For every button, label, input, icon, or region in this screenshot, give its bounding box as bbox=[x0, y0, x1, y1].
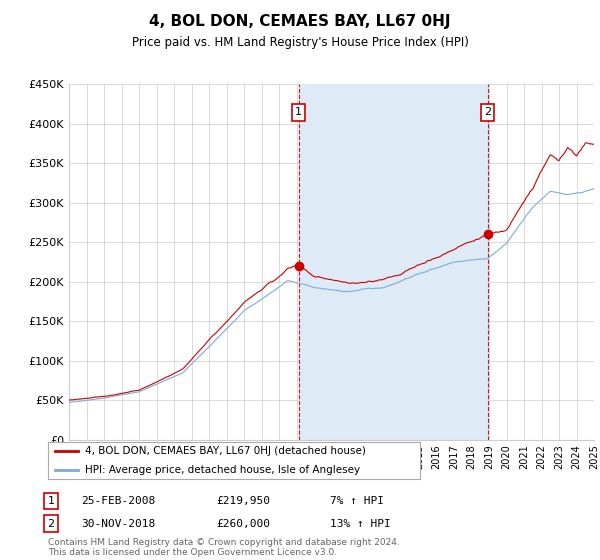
Text: £260,000: £260,000 bbox=[216, 519, 270, 529]
Text: £219,950: £219,950 bbox=[216, 496, 270, 506]
Text: 4, BOL DON, CEMAES BAY, LL67 0HJ (detached house): 4, BOL DON, CEMAES BAY, LL67 0HJ (detach… bbox=[85, 446, 366, 456]
Text: 13% ↑ HPI: 13% ↑ HPI bbox=[330, 519, 391, 529]
Text: Price paid vs. HM Land Registry's House Price Index (HPI): Price paid vs. HM Land Registry's House … bbox=[131, 36, 469, 49]
Text: 2: 2 bbox=[47, 519, 55, 529]
Text: Contains HM Land Registry data © Crown copyright and database right 2024.
This d: Contains HM Land Registry data © Crown c… bbox=[48, 538, 400, 557]
Text: 1: 1 bbox=[295, 108, 302, 118]
Text: HPI: Average price, detached house, Isle of Anglesey: HPI: Average price, detached house, Isle… bbox=[85, 465, 361, 474]
Text: 30-NOV-2018: 30-NOV-2018 bbox=[81, 519, 155, 529]
Text: 1: 1 bbox=[47, 496, 55, 506]
Text: 2: 2 bbox=[484, 108, 491, 118]
Bar bbox=[299, 84, 488, 440]
Text: 25-FEB-2008: 25-FEB-2008 bbox=[81, 496, 155, 506]
Text: 7% ↑ HPI: 7% ↑ HPI bbox=[330, 496, 384, 506]
Text: 4, BOL DON, CEMAES BAY, LL67 0HJ: 4, BOL DON, CEMAES BAY, LL67 0HJ bbox=[149, 14, 451, 29]
